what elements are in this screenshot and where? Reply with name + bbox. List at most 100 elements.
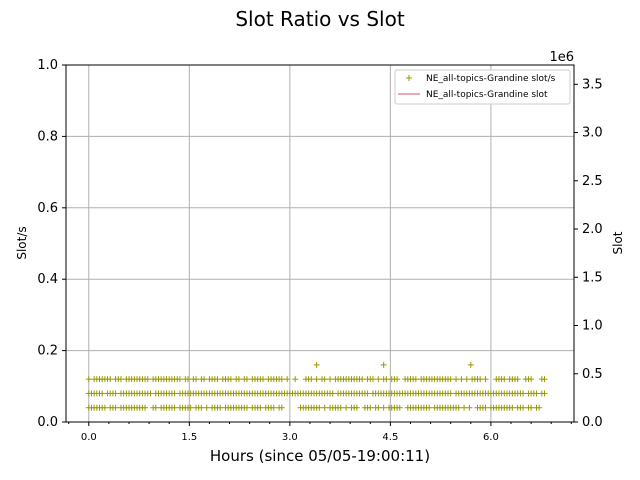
chart-title: Slot Ratio vs Slot [235,7,404,31]
data-point [171,390,178,397]
data-point [243,404,250,411]
x-tick-label: 4.5 [382,432,398,443]
data-point [514,376,521,383]
data-point [467,361,474,368]
data-point [501,376,508,383]
data-point [101,404,108,411]
y-right-tick-label: 2.5 [582,174,603,189]
data-point [509,404,516,411]
y-axis-right: 0.0 0.5 1.0 1.5 2.0 2.5 3.0 3.5 [574,77,603,430]
data-point [85,376,92,383]
legend-label: NE_all-topics-Grandine slot [426,90,548,100]
data-point [383,376,390,383]
data-point [412,376,419,383]
data-point [541,376,548,383]
y-left-tick-label: 0.8 [37,129,58,144]
data-point [292,376,299,383]
data-point [520,390,527,397]
data-point [367,404,374,411]
legend-item: NE_all-topics-Grandine slot [398,90,548,100]
data-point [107,376,114,383]
grid [66,64,574,423]
data-point [321,404,328,411]
y-right-tick-label: 1.0 [582,319,603,334]
x-axis: 0.0 1.5 3.0 4.5 6.0 [68,422,572,443]
data-point [142,404,149,411]
data-point [528,404,535,411]
y-right-tick-label: 0.0 [582,415,603,430]
data-point [520,404,527,411]
legend-label: NE_all-topics-Grandine slot/s [426,74,556,84]
data-point [533,390,540,397]
data-point [426,404,433,411]
data-point [152,404,159,411]
data-point [375,376,382,383]
data-point [380,361,387,368]
y-left-tick-label: 1.0 [37,58,58,73]
y-left-tick-label: 0.0 [37,415,58,430]
data-point [308,376,315,383]
y-axis-left: 0.0 0.2 0.4 0.6 0.8 1.0 [37,58,66,430]
data-point [447,376,454,383]
data-point [343,404,350,411]
data-point [453,376,460,383]
data-point [193,376,200,383]
data-point [396,404,403,411]
right-axis-multiplier: 1e6 [549,50,574,65]
data-point [284,376,291,383]
x-tick-label: 3.0 [282,432,298,443]
data-point [99,390,106,397]
data-point [461,404,468,411]
data-point [536,404,543,411]
data-point [477,376,484,383]
data-point [278,376,285,383]
data-point [375,404,382,411]
y-axis-label-right: Slot [611,231,625,254]
y-right-tick-label: 3.5 [582,77,603,92]
data-point [541,390,548,397]
y-right-tick-label: 0.5 [582,367,603,382]
data-point [260,376,267,383]
data-point [353,404,360,411]
data-point [369,376,376,383]
data-point [329,390,336,397]
x-tick-label: 0.0 [81,432,97,443]
data-point [176,376,183,383]
legend-box [394,69,571,105]
data-point [278,404,285,411]
data-point [316,404,323,411]
plot-frame [65,64,575,423]
x-axis-label: Hours (since 05/05-19:00:11) [210,447,430,465]
data-point [458,376,465,383]
data-point [364,390,371,397]
data-point [270,404,277,411]
data-point [171,404,178,411]
data-point [112,390,119,397]
data-point [482,404,489,411]
data-point [257,404,264,411]
data-point [147,390,154,397]
legend: NE_all-topics-Grandine slot/s NE_all-topi… [394,69,571,105]
y-right-tick-label: 3.0 [582,126,603,141]
x-tick-label: 6.0 [483,432,499,443]
data-point [321,376,328,383]
data-point [243,376,250,383]
data-point [117,376,124,383]
y-right-tick-label: 2.0 [582,222,603,237]
data-point [187,404,194,411]
data-point [455,404,462,411]
data-point [203,404,210,411]
data-point [528,376,535,383]
data-point [214,376,221,383]
data-point [337,404,344,411]
series-layer [85,361,548,411]
data-point [394,376,401,383]
data-point [144,376,151,383]
data-point [227,376,234,383]
data-point [380,404,387,411]
data-point [217,404,224,411]
y-left-tick-label: 0.2 [37,344,58,359]
y-axis-label-left: Slot/s [15,226,29,259]
data-point [359,376,366,383]
